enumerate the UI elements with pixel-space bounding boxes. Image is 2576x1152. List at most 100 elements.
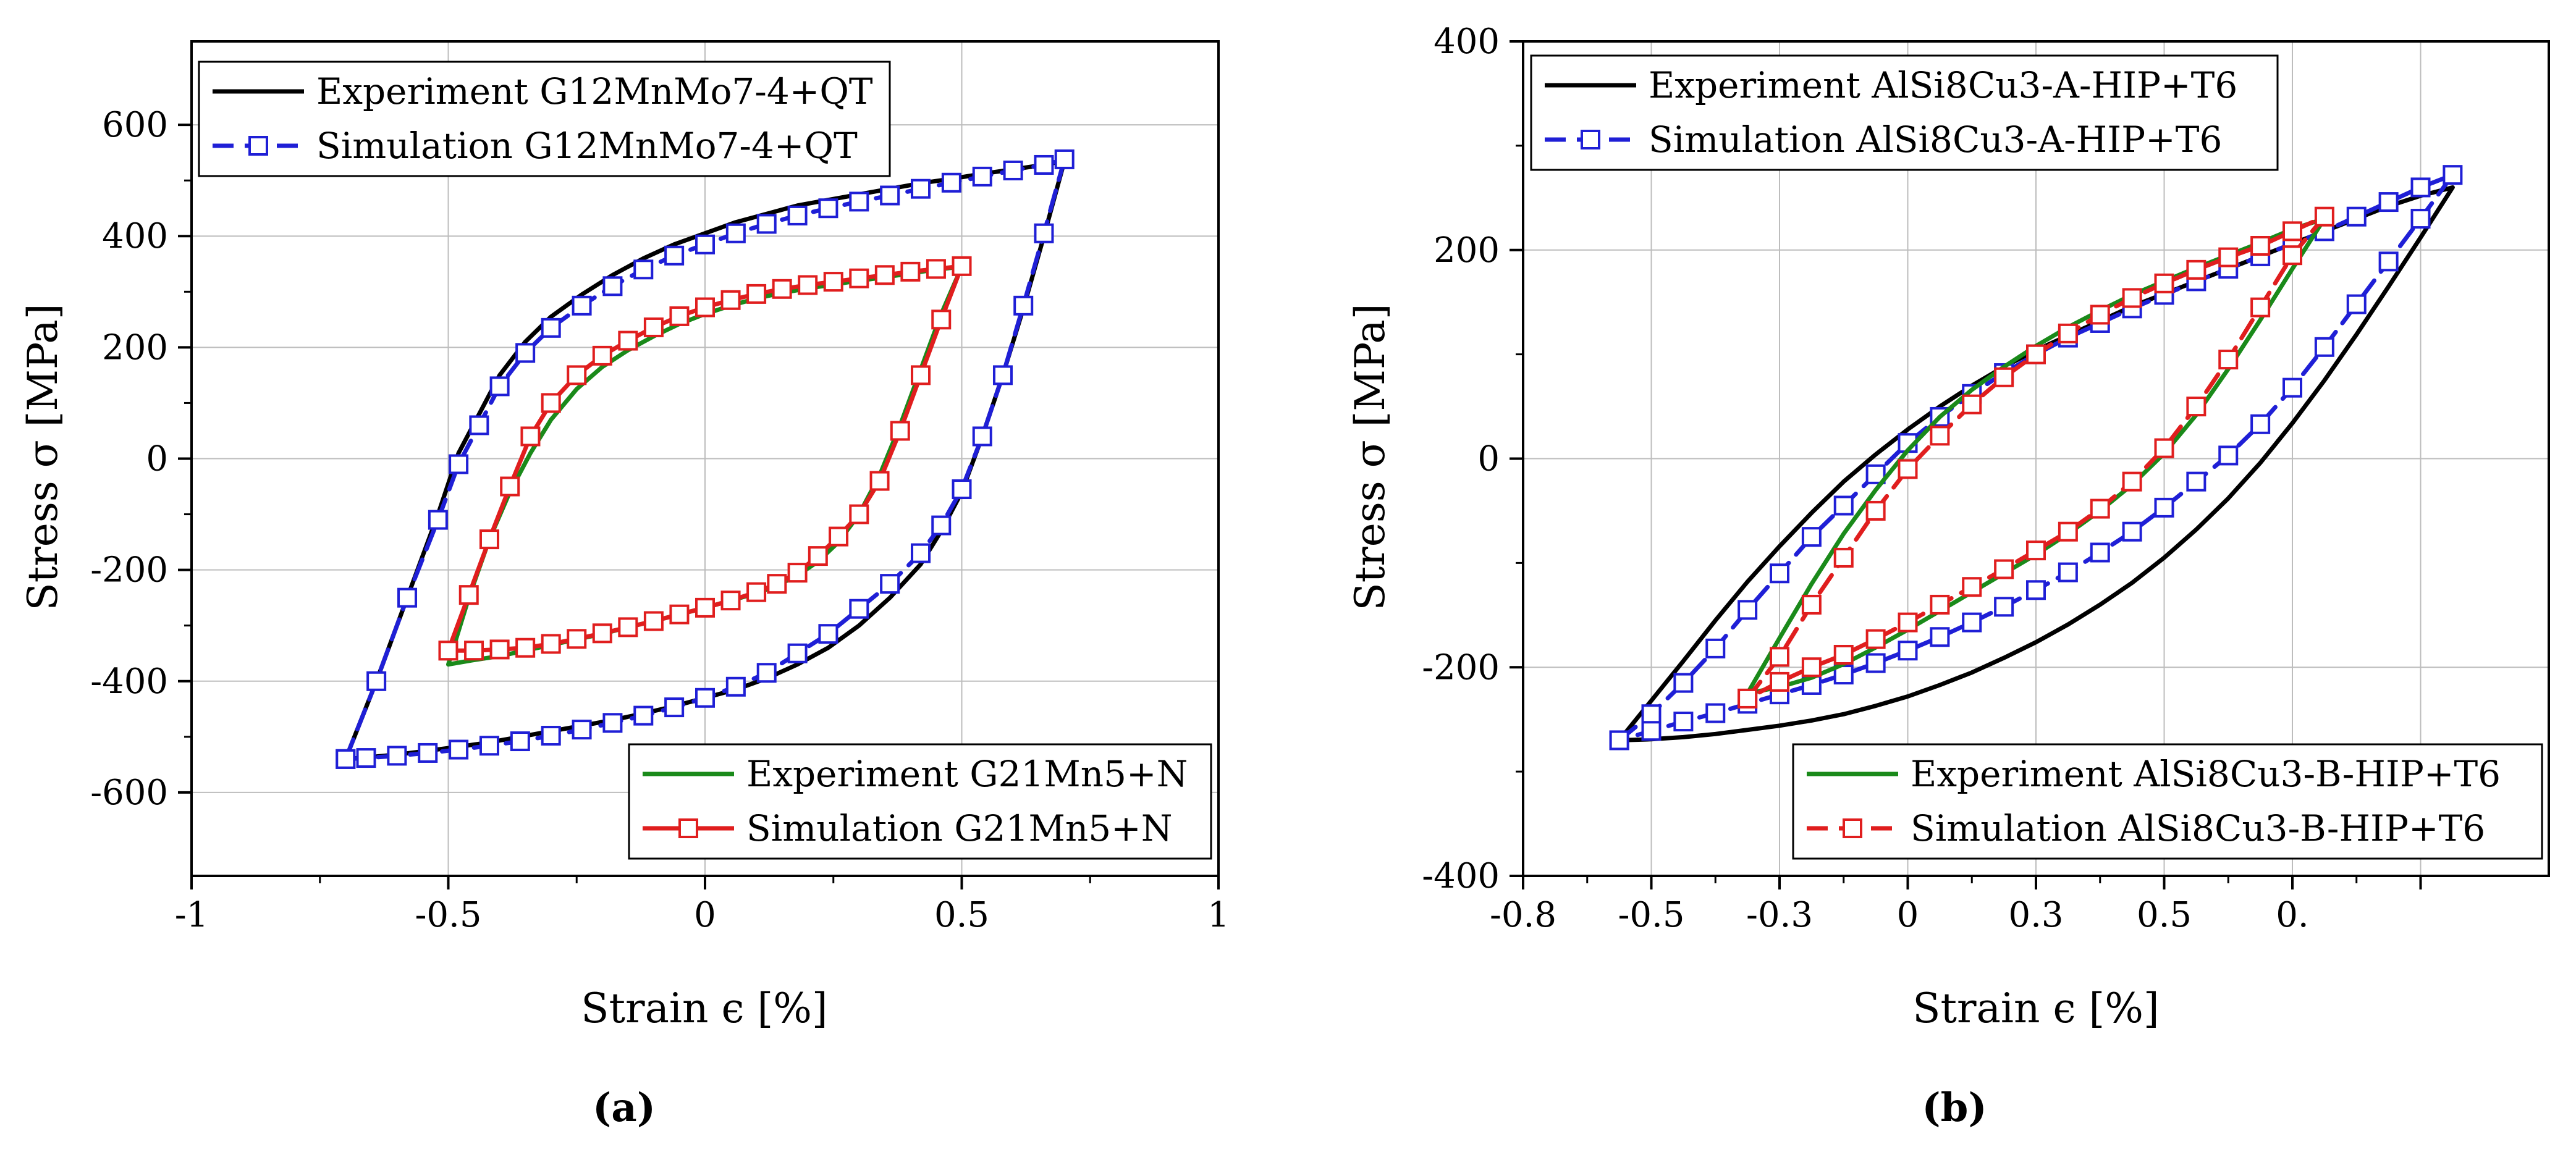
chart-a-series-sim_n-point — [458, 585, 479, 605]
chart-b-x-axis-title: Strain ϵ [%] — [1912, 985, 2159, 1032]
chart-b-series-sim_b-point — [2090, 305, 2110, 325]
chart-a-x-axis-title: Strain ϵ [%] — [581, 985, 827, 1032]
chart-b-series-sim_a-point — [1994, 597, 2014, 617]
chart-b-series-sim_b-point — [1898, 612, 1918, 633]
chart-a-series-sim_n-point — [952, 256, 972, 276]
chart-a-caption: (a) — [593, 1085, 656, 1131]
chart-a-legend-label-sim_n: Simulation G21Mn5+N — [746, 807, 1172, 849]
chart-b-series-sim_a-point — [1738, 600, 1758, 620]
chart-b-series-sim_b-point — [1930, 426, 1950, 446]
chart-a-y-axis-title: Stress σ [MPa] — [19, 304, 67, 611]
chart-a-series-sim_n-point — [592, 623, 612, 644]
chart-a-series-sim_qt-point — [633, 259, 654, 280]
chart-b-series-sim_a-point — [1641, 704, 1662, 725]
chart-b-x-tick-label: 0.5 — [2137, 895, 2192, 935]
chart-a-series-sim_n-point — [787, 563, 808, 583]
chart-a-series-sim_qt-point — [541, 726, 561, 746]
chart-panel-b: -0.8 -0.5 -0.3 0 0.3 0.5 0. -400 -200 0 200 400 Str… — [1346, 22, 2550, 1131]
chart-b-legend-label-exp_a: Experiment AlSi8Cu3-A-HIP+T6 — [1649, 64, 2237, 106]
chart-a-y-tick-label: -200 — [90, 550, 168, 591]
chart-a-series-sim_n-point — [767, 574, 787, 594]
chart-b-series-sim_a-point — [2090, 542, 2110, 563]
chart-a-series-sim_qt-point — [356, 748, 376, 768]
chart-b-series-sim_b-point — [2154, 438, 2174, 458]
chart-b-series-sim_b-point — [1898, 459, 1918, 479]
chart-a-legend-marker-sim_n — [678, 818, 698, 838]
chart-a-series-sim_n-point — [720, 290, 741, 310]
chart-a-series-sim_n-point — [746, 284, 767, 304]
chart-a-x-tick-label: 0.5 — [934, 895, 989, 935]
chart-b-series-sim_a-point — [2346, 294, 2367, 314]
chart-a-legend-label-exp_qt: Experiment G12MnMo7-4+QT — [316, 70, 873, 112]
chart-b-legend-top-left: Experiment AlSi8Cu3-A-HIP+T6 Simulation A… — [1530, 54, 2279, 171]
chart-a-series-sim_n-point — [911, 365, 931, 385]
chart-b-series-sim_b-point — [2186, 259, 2206, 280]
chart-b-legend-label-sim_a: Simulation AlSi8Cu3-A-HIP+T6 — [1649, 119, 2222, 161]
chart-b-series-sim_b-point — [2250, 297, 2271, 317]
chart-a-series-sim_qt-point — [1013, 295, 1034, 316]
chart-a-series-sim_n-point — [489, 639, 510, 660]
chart-b-legend-marker-sim_a — [1581, 130, 1600, 149]
chart-a-series-sim_n-point — [849, 268, 869, 288]
chart-a-x-tick-label: 0 — [694, 895, 716, 935]
chart-b-series-sim_a-point — [1865, 653, 1886, 673]
chart-b-series-sim_b-point — [2218, 350, 2239, 370]
chart-b-legend-label-exp_b: Experiment AlSi8Cu3-B-HIP+T6 — [1911, 753, 2501, 795]
chart-b-series-sim_a-point — [2283, 377, 2302, 398]
chart-a-x-tick-label: -0.5 — [415, 895, 482, 935]
chart-a-series-sim_n-point — [500, 476, 520, 497]
chart-a-series-sim_n-point — [643, 611, 664, 631]
chart-a-series-sim_qt-point — [510, 731, 530, 752]
chart-b-y-tick-label: 0 — [1477, 439, 1500, 479]
chart-a-series-sim_n-point — [823, 272, 843, 292]
chart-a-series-sim_qt-point — [880, 185, 900, 206]
chart-a-legend-marker-sim_qt — [248, 136, 268, 156]
chart-a-series-sim_qt-point — [418, 742, 438, 763]
chart-b-series-sim_a-point — [1833, 495, 1854, 516]
chart-a-series-sim_qt-point — [787, 205, 808, 225]
chart-a-series-sim_n-point — [798, 275, 818, 295]
chart-b-ticks: -0.8 -0.5 -0.3 0 0.3 0.5 0. -400 -200 0 200 400 — [1422, 22, 2422, 935]
chart-b-series-sim_b-point — [2283, 245, 2302, 266]
chart-a-series-sim_qt-point — [1054, 149, 1075, 169]
chart-b-series-sim_a-point — [1930, 627, 1950, 647]
chart-a-series-sim_qt-point — [449, 739, 469, 760]
chart-a-series-sim_n-point — [808, 546, 828, 566]
chart-a-series-sim_n-point — [479, 529, 499, 550]
chart-b-series-sim_b-point — [2283, 221, 2302, 242]
chart-a-series-sim_n-point — [669, 604, 690, 624]
chart-b-series-sim_b-point — [1962, 577, 1982, 597]
chart-a-legend-box — [628, 743, 1212, 860]
chart-a-legend-bottom-right: Experiment G21Mn5+N Simulation G21Mn5+N — [628, 743, 1212, 860]
chart-b-series-sim_b-point — [1865, 500, 1886, 521]
chart-a-series-sim_qt-point — [428, 510, 448, 530]
chart-a-series-sim_n-point — [520, 426, 541, 447]
chart-b-series-sim_a-point — [1673, 673, 1694, 693]
chart-a-series-sim_qt-point — [449, 454, 469, 474]
chart-b-series-sim_a-point — [1641, 721, 1662, 741]
chart-a-series-sim_n-point — [618, 330, 638, 351]
chart-b-series-sim_a-point — [2378, 192, 2399, 212]
chart-a-series-sim_n-point — [541, 393, 561, 413]
chart-a-series-sim_n-point — [643, 317, 664, 337]
chart-a-y-tick-label: 400 — [102, 216, 168, 256]
chart-a-x-tick-label: 1 — [1207, 895, 1230, 935]
chart-b-series-sim_a-point — [1898, 641, 1918, 661]
chart-b-series-sim_a-point — [2346, 206, 2367, 227]
chart-b-x-tick-label: 0 — [1897, 895, 1919, 935]
chart-b-series-sim_a-point — [1609, 730, 1629, 750]
chart-a-series-sim_n-point — [829, 526, 849, 547]
chart-b-y-tick-label: 400 — [1434, 22, 1500, 62]
chart-b-series-sim_b-point — [2218, 247, 2239, 267]
chart-b-series-sim_b-point — [1770, 647, 1789, 667]
chart-a-series-sim_n-point — [926, 259, 946, 279]
chart-a-series-sim_qt-point — [633, 705, 654, 726]
chart-b-series-sim_a-point — [2218, 445, 2239, 466]
chart-b-series-sim_a-point — [2410, 209, 2431, 229]
chart-a-series-sim_qt-point — [725, 223, 746, 243]
chart-b-series-sim_a-point — [1705, 703, 1726, 723]
chart-a-series-sim_n-point — [695, 297, 715, 317]
chart-a-series-sim_qt-point — [941, 172, 961, 193]
chart-a-x-tick-label: -1 — [175, 895, 209, 935]
